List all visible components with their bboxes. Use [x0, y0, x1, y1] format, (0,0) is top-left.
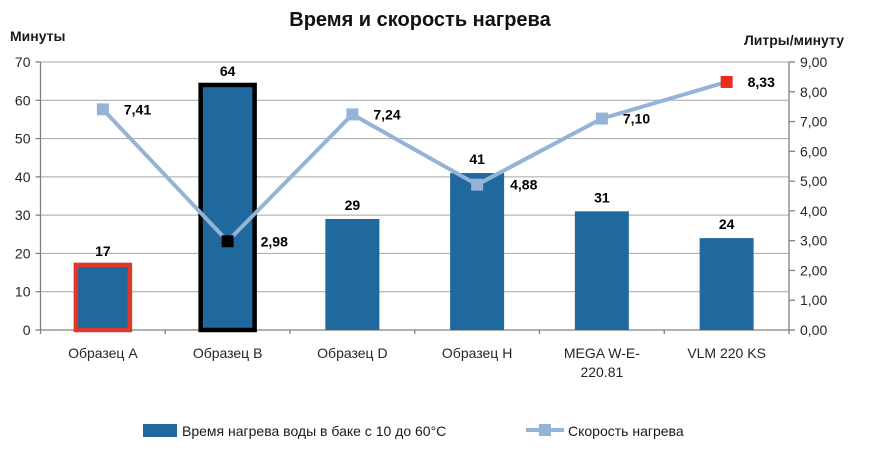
- left-tick-label: 60: [15, 92, 31, 108]
- category-label: Образец B: [193, 345, 263, 361]
- line-data-label: 7,10: [623, 111, 650, 127]
- left-tick-label: 0: [23, 322, 31, 338]
- line-marker: [720, 75, 733, 88]
- bar: [73, 262, 133, 333]
- category-label: Образец D: [317, 345, 387, 361]
- right-tick-label: 9,00: [800, 54, 827, 70]
- right-tick-label: 4,00: [800, 203, 827, 219]
- right-tick-label: 0,00: [800, 322, 827, 338]
- line-data-label: 7,24: [373, 106, 400, 122]
- line-data-label: 4,88: [510, 177, 537, 193]
- bar: [574, 211, 629, 330]
- right-tick-label: 3,00: [800, 233, 827, 249]
- chart-title: Время и скорость нагрева: [289, 9, 551, 31]
- left-tick-label: 10: [15, 284, 31, 300]
- bar-data-label: 64: [220, 63, 236, 79]
- legend-line-label: Скорость нагрева: [568, 423, 684, 439]
- bar-data-label: 24: [719, 216, 735, 232]
- category-label: VLM 220 KS: [687, 345, 766, 361]
- legend-bar-label: Время нагрева воды в баке с 10 до 60°С: [182, 423, 446, 439]
- line-marker: [471, 178, 484, 191]
- bar-data-label: 17: [95, 243, 111, 259]
- bar: [450, 173, 505, 330]
- bar-data-label: 29: [345, 197, 361, 213]
- category-label: MEGA W-E-: [564, 345, 640, 361]
- left-axis-title: Минуты: [10, 28, 66, 44]
- legend-bar-swatch: [143, 424, 177, 437]
- bar: [699, 238, 754, 330]
- left-tick-label: 40: [15, 169, 31, 185]
- line-data-label: 2,98: [261, 233, 288, 249]
- legend: Время нагрева воды в баке с 10 до 60°С С…: [143, 423, 684, 439]
- category-label: 220.81: [580, 364, 623, 380]
- right-tick-label: 5,00: [800, 173, 827, 189]
- legend-line-marker: [539, 424, 551, 436]
- left-tick-label: 30: [15, 207, 31, 223]
- line-marker: [595, 112, 608, 125]
- category-label: Образец A: [68, 345, 138, 361]
- line-marker: [221, 235, 234, 248]
- line-data-label: 7,41: [124, 101, 151, 117]
- right-tick-label: 2,00: [800, 262, 827, 278]
- bar-data-label: 41: [469, 151, 485, 167]
- plot-area: 0 10 20 30 40 50 60 70 0,00 1,00 2,00 3,00 4,00 5,00 6…: [15, 54, 828, 380]
- right-tick-label: 1,00: [800, 292, 827, 308]
- right-tick-label: 8,00: [800, 84, 827, 100]
- category-label: Образец H: [442, 345, 512, 361]
- right-tick-label: 7,00: [800, 114, 827, 130]
- bar: [325, 218, 380, 330]
- line-data-label: 8,33: [748, 74, 775, 90]
- right-tick-label: 6,00: [800, 143, 827, 159]
- line-marker: [96, 103, 109, 116]
- bar: [198, 82, 257, 333]
- bar-data-label: 31: [594, 189, 610, 205]
- line-marker: [346, 108, 359, 121]
- left-tick-label: 50: [15, 131, 31, 147]
- line-series: [101, 80, 728, 244]
- left-tick-label: 20: [15, 245, 31, 261]
- right-axis-title: Литры/минуту: [744, 32, 844, 48]
- left-tick-label: 70: [15, 54, 31, 70]
